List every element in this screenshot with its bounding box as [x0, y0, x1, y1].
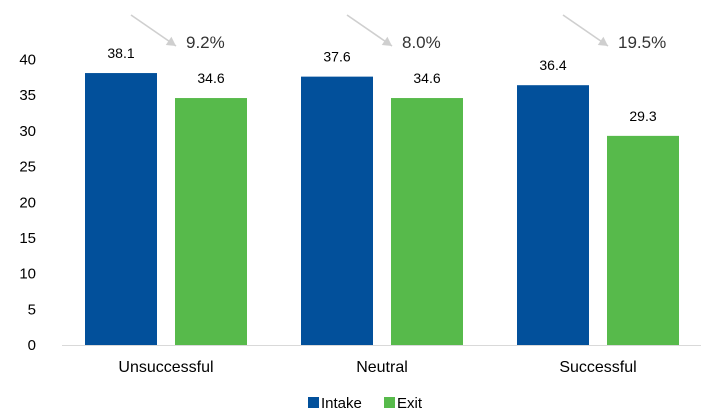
data-label: 34.6 [197, 70, 224, 86]
percent-change-annotation: 19.5% [618, 33, 666, 52]
y-tick-label: 40 [19, 52, 36, 69]
change-arrow [346, 14, 393, 47]
legend-swatch [384, 397, 395, 408]
legend-label: Intake [321, 395, 362, 412]
y-axis: 0 5 10 15 20 25 30 35 40 [19, 52, 701, 354]
y-tick-label: 30 [19, 123, 36, 140]
data-labels: 38.1 34.6 9.2% 37.6 34.6 8.0% 36.4 29.3 19.5% [107, 33, 666, 124]
y-tick-label: 15 [19, 230, 36, 247]
category-label: Successful [559, 359, 636, 376]
bars [85, 73, 679, 345]
x-axis-labels: Unsuccessful Neutral Successful [118, 359, 636, 376]
arrow-head [381, 36, 392, 46]
arrow-head [165, 36, 176, 46]
category-label: Unsuccessful [118, 359, 213, 376]
bar-exit-unsuccessful [175, 98, 247, 345]
legend-swatch [308, 397, 319, 408]
category-label: Neutral [356, 359, 408, 376]
change-arrows [130, 14, 609, 47]
y-tick-label: 20 [19, 194, 36, 211]
data-label: 37.6 [323, 49, 350, 65]
legend: Intake Exit [308, 395, 423, 412]
y-tick-label: 0 [28, 337, 36, 354]
percent-change-annotation: 9.2% [186, 33, 225, 52]
percent-change-annotation: 8.0% [402, 33, 441, 52]
data-label: 34.6 [413, 70, 440, 86]
y-tick-label: 10 [19, 266, 36, 283]
bar-intake-unsuccessful [85, 73, 157, 345]
change-arrow [562, 14, 609, 47]
bar-intake-neutral [301, 76, 373, 345]
bar-exit-neutral [391, 98, 463, 345]
legend-label: Exit [397, 395, 423, 412]
bar-intake-successful [517, 85, 589, 345]
arrow-head [597, 36, 608, 46]
change-arrow [130, 14, 177, 47]
data-label: 38.1 [107, 45, 134, 61]
y-tick-label: 5 [28, 301, 36, 318]
y-tick-label: 25 [19, 159, 36, 176]
y-tick-label: 35 [19, 87, 36, 104]
data-label: 29.3 [629, 108, 656, 124]
bar-exit-successful [607, 135, 679, 345]
data-label: 36.4 [539, 57, 566, 73]
